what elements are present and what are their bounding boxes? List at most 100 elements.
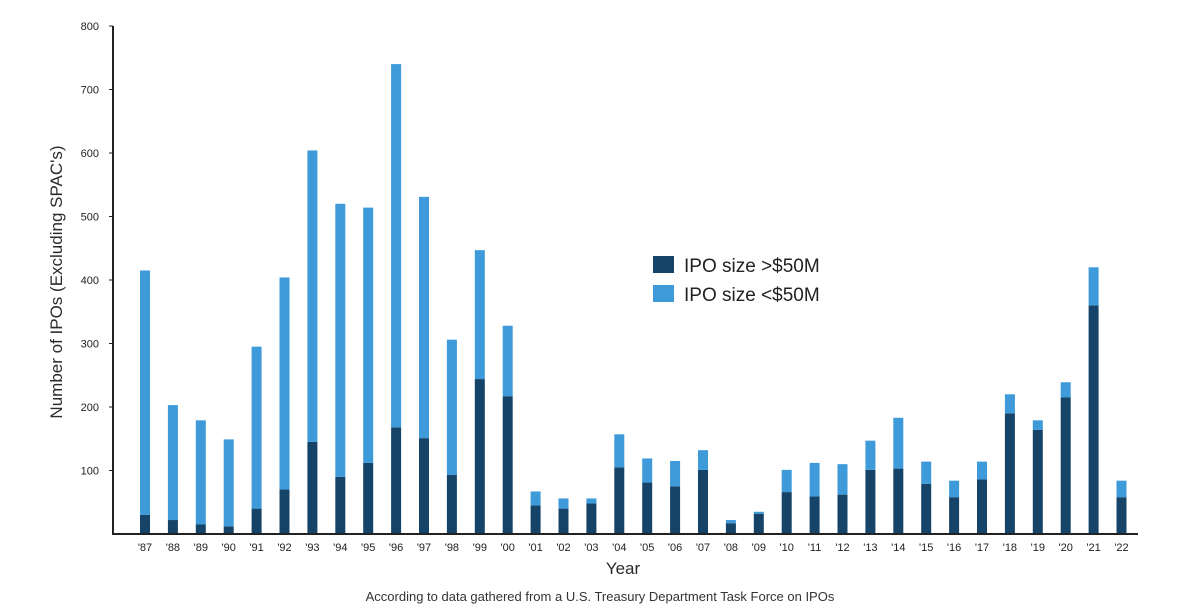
bar-small-ipo-4 bbox=[251, 346, 262, 509]
bar-small-ipo-11 bbox=[446, 339, 457, 475]
bar-small-ipo-10 bbox=[419, 196, 429, 439]
bar-large-ipo-9 bbox=[391, 427, 402, 534]
x-tick-label-32: '19 bbox=[1031, 542, 1045, 554]
x-tick-label-18: '05 bbox=[640, 542, 654, 554]
x-tick-label-1: '88 bbox=[166, 542, 180, 554]
x-tick-label-35: '22 bbox=[1114, 542, 1128, 554]
bar-small-ipo-35 bbox=[1116, 480, 1127, 498]
bar-small-ipo-18 bbox=[642, 458, 653, 483]
legend-label-large-ipo: IPO size >$50M bbox=[684, 256, 820, 277]
source-caption: According to data gathered from a U.S. T… bbox=[366, 589, 835, 604]
bar-large-ipo-18 bbox=[642, 482, 653, 534]
x-tick-label-7: '94 bbox=[333, 542, 347, 554]
x-axis-title: Year bbox=[606, 559, 641, 578]
bar-small-ipo-3 bbox=[223, 439, 234, 527]
bar-large-ipo-32 bbox=[1032, 429, 1043, 534]
bar-small-ipo-27 bbox=[893, 417, 904, 469]
bar-large-ipo-23 bbox=[781, 492, 792, 534]
y-tick-label-7: 800 bbox=[81, 21, 99, 33]
bar-small-ipo-8 bbox=[363, 207, 374, 463]
x-tick-label-19: '06 bbox=[668, 542, 682, 554]
bar-large-ipo-6 bbox=[307, 441, 318, 534]
bar-small-ipo-32 bbox=[1032, 420, 1043, 430]
x-tick-label-22: '09 bbox=[752, 542, 766, 554]
bar-small-ipo-13 bbox=[502, 325, 513, 397]
x-tick-label-33: '20 bbox=[1059, 542, 1073, 554]
y-tick-label-4: 500 bbox=[81, 212, 99, 224]
x-tick-label-10: '97 bbox=[417, 542, 431, 554]
x-tick-label-13: '00 bbox=[501, 542, 515, 554]
bar-small-ipo-26 bbox=[865, 440, 876, 470]
bar-small-ipo-31 bbox=[1004, 394, 1015, 414]
x-tick-label-14: '01 bbox=[528, 542, 542, 554]
legend-swatch-small-ipo bbox=[653, 285, 674, 302]
bar-large-ipo-2 bbox=[195, 524, 206, 534]
x-tick-label-15: '02 bbox=[556, 542, 570, 554]
bar-large-ipo-1 bbox=[167, 520, 178, 534]
y-tick-label-3: 400 bbox=[81, 275, 99, 287]
bar-small-ipo-21 bbox=[725, 520, 736, 524]
x-tick-label-4: '91 bbox=[249, 542, 263, 554]
bar-small-ipo-12 bbox=[474, 250, 485, 380]
bar-small-ipo-9 bbox=[391, 64, 402, 428]
x-tick-label-6: '93 bbox=[305, 542, 319, 554]
bar-small-ipo-23 bbox=[781, 469, 792, 493]
x-tick-label-20: '07 bbox=[696, 542, 710, 554]
bar-small-ipo-1 bbox=[167, 405, 178, 521]
x-tick-label-3: '90 bbox=[222, 542, 236, 554]
x-tick-label-9: '96 bbox=[389, 542, 403, 554]
x-tick-label-30: '17 bbox=[975, 542, 989, 554]
x-tick-label-0: '87 bbox=[138, 542, 152, 554]
bar-small-ipo-22 bbox=[753, 511, 764, 514]
bar-large-ipo-0 bbox=[140, 514, 150, 534]
bar-large-ipo-24 bbox=[809, 496, 820, 534]
bar-small-ipo-24 bbox=[809, 462, 820, 497]
bar-small-ipo-6 bbox=[307, 150, 318, 442]
bar-large-ipo-4 bbox=[251, 508, 262, 534]
bar-large-ipo-14 bbox=[530, 505, 541, 534]
y-tick-label-2: 300 bbox=[81, 339, 99, 351]
bar-small-ipo-15 bbox=[558, 498, 569, 509]
bar-large-ipo-15 bbox=[558, 508, 569, 534]
bar-large-ipo-11 bbox=[446, 474, 457, 534]
bar-large-ipo-27 bbox=[893, 468, 904, 534]
bar-large-ipo-8 bbox=[363, 462, 374, 534]
bar-small-ipo-0 bbox=[140, 270, 150, 515]
bar-large-ipo-5 bbox=[279, 489, 290, 534]
bar-large-ipo-35 bbox=[1116, 497, 1127, 534]
x-tick-label-28: '15 bbox=[919, 542, 933, 554]
x-tick-label-21: '08 bbox=[724, 542, 738, 554]
bar-large-ipo-30 bbox=[977, 479, 987, 534]
bar-small-ipo-14 bbox=[530, 491, 541, 506]
bar-large-ipo-10 bbox=[419, 438, 429, 534]
x-tick-label-26: '13 bbox=[863, 542, 877, 554]
bar-large-ipo-25 bbox=[837, 494, 848, 534]
bar-large-ipo-17 bbox=[614, 467, 625, 534]
legend-label-small-ipo: IPO size <$50M bbox=[684, 285, 820, 306]
x-tick-label-31: '18 bbox=[1003, 542, 1017, 554]
x-tick-label-5: '92 bbox=[277, 542, 291, 554]
y-axis-ticks: 100 200 300 400 500 600 700 800 bbox=[81, 21, 113, 478]
legend: IPO size >$50M IPO size <$50M bbox=[653, 256, 820, 306]
bar-large-ipo-12 bbox=[474, 379, 485, 534]
x-tick-label-17: '04 bbox=[612, 542, 626, 554]
bar-large-ipo-7 bbox=[335, 476, 346, 534]
bar-large-ipo-22 bbox=[753, 513, 764, 534]
y-tick-label-0: 100 bbox=[81, 466, 99, 478]
bar-small-ipo-16 bbox=[586, 498, 597, 504]
y-axis-title: Number of IPOs (Excluding SPAC's) bbox=[47, 145, 66, 418]
bar-large-ipo-19 bbox=[670, 486, 681, 535]
bar-large-ipo-29 bbox=[949, 497, 960, 534]
x-tick-label-27: '14 bbox=[891, 542, 905, 554]
bar-large-ipo-13 bbox=[502, 396, 513, 534]
y-tick-label-6: 700 bbox=[81, 85, 99, 97]
bar-small-ipo-29 bbox=[949, 480, 960, 498]
bar-large-ipo-34 bbox=[1088, 305, 1099, 534]
bar-small-ipo-2 bbox=[195, 420, 206, 525]
bar-large-ipo-3 bbox=[223, 526, 234, 534]
bar-small-ipo-17 bbox=[614, 434, 625, 468]
x-tick-label-12: '99 bbox=[473, 542, 487, 554]
x-tick-label-25: '12 bbox=[835, 542, 849, 554]
x-tick-label-8: '95 bbox=[361, 542, 375, 554]
